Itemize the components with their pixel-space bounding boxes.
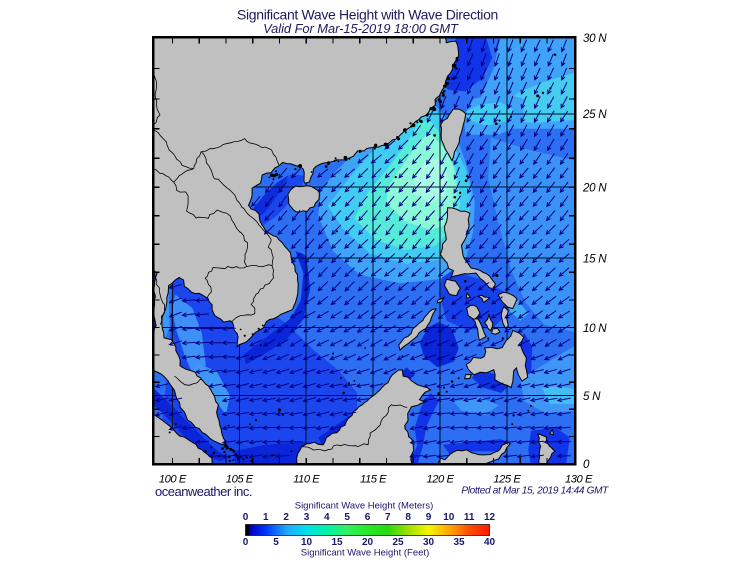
svg-text:10 N: 10 N xyxy=(583,322,607,335)
svg-text:120 E: 120 E xyxy=(427,474,455,486)
svg-text:8: 8 xyxy=(405,512,411,523)
svg-text:5: 5 xyxy=(344,512,350,523)
svg-text:11: 11 xyxy=(464,512,475,523)
svg-text:125 E: 125 E xyxy=(493,474,521,486)
svg-text:25 N: 25 N xyxy=(582,108,607,121)
svg-text:Significant Wave Height with W: Significant Wave Height with Wave Direct… xyxy=(237,7,498,23)
svg-text:105 E: 105 E xyxy=(226,474,254,486)
svg-text:Significant Wave Height (Feet): Significant Wave Height (Feet) xyxy=(301,548,429,559)
svg-text:oceanweather inc.: oceanweather inc. xyxy=(155,484,252,499)
svg-text:0: 0 xyxy=(243,537,249,548)
svg-text:5 N: 5 N xyxy=(583,390,601,403)
svg-text:110 E: 110 E xyxy=(293,474,320,486)
svg-text:Valid For Mar-15-2019 18:00 GM: Valid For Mar-15-2019 18:00 GMT xyxy=(263,21,459,36)
svg-text:10: 10 xyxy=(443,512,455,523)
svg-text:10: 10 xyxy=(301,537,313,548)
svg-text:9: 9 xyxy=(426,512,432,523)
svg-text:20 N: 20 N xyxy=(582,182,607,195)
svg-text:15: 15 xyxy=(331,537,343,548)
svg-text:35: 35 xyxy=(453,537,465,548)
svg-text:130 E: 130 E xyxy=(565,474,593,486)
svg-text:4: 4 xyxy=(324,512,330,523)
svg-text:2: 2 xyxy=(283,512,289,523)
svg-text:5: 5 xyxy=(273,537,279,548)
svg-text:115 E: 115 E xyxy=(360,474,387,486)
svg-text:3: 3 xyxy=(304,512,310,523)
svg-text:1: 1 xyxy=(263,512,269,523)
svg-text:30: 30 xyxy=(423,537,435,548)
svg-text:0: 0 xyxy=(243,512,249,523)
svg-text:7: 7 xyxy=(385,512,391,523)
svg-text:0: 0 xyxy=(583,458,590,471)
svg-text:25: 25 xyxy=(392,537,404,548)
svg-text:40: 40 xyxy=(484,537,496,548)
svg-text:12: 12 xyxy=(484,512,496,523)
svg-text:Plotted at Mar 15, 2019 14:44: Plotted at Mar 15, 2019 14:44 GMT xyxy=(461,486,609,497)
svg-text:6: 6 xyxy=(365,512,371,523)
svg-text:Significant Wave Height (Meter: Significant Wave Height (Meters) xyxy=(295,501,434,512)
svg-text:100 E: 100 E xyxy=(159,474,187,486)
svg-text:15 N: 15 N xyxy=(583,252,607,265)
svg-text:20: 20 xyxy=(362,537,374,548)
svg-text:30 N: 30 N xyxy=(583,32,607,45)
